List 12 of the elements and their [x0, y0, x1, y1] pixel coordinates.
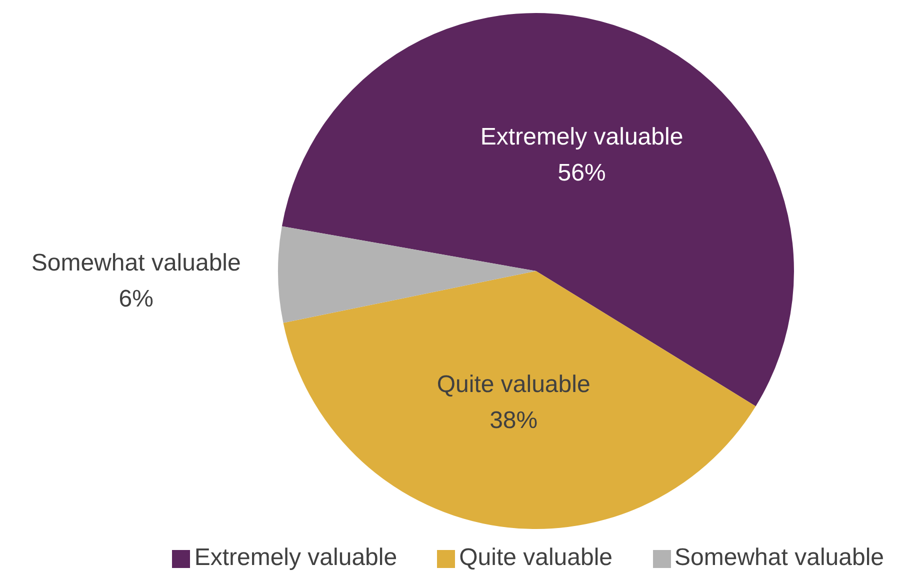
slice-label: Extremely valuable: [480, 123, 684, 150]
legend-label: Extremely valuable: [194, 544, 398, 571]
legend-label: Somewhat valuable: [674, 544, 884, 571]
legend-label: Quite valuable: [459, 544, 613, 571]
data-label: 56%: [558, 159, 606, 186]
slice-label: Quite valuable: [436, 371, 590, 398]
slice-label: Somewhat valuable: [31, 250, 241, 277]
data-label: 38%: [490, 407, 538, 434]
pie-slice: [278, 226, 536, 323]
pie-slice: [282, 13, 794, 406]
data-label: 6%: [118, 286, 154, 313]
pie-slice: [283, 271, 756, 529]
